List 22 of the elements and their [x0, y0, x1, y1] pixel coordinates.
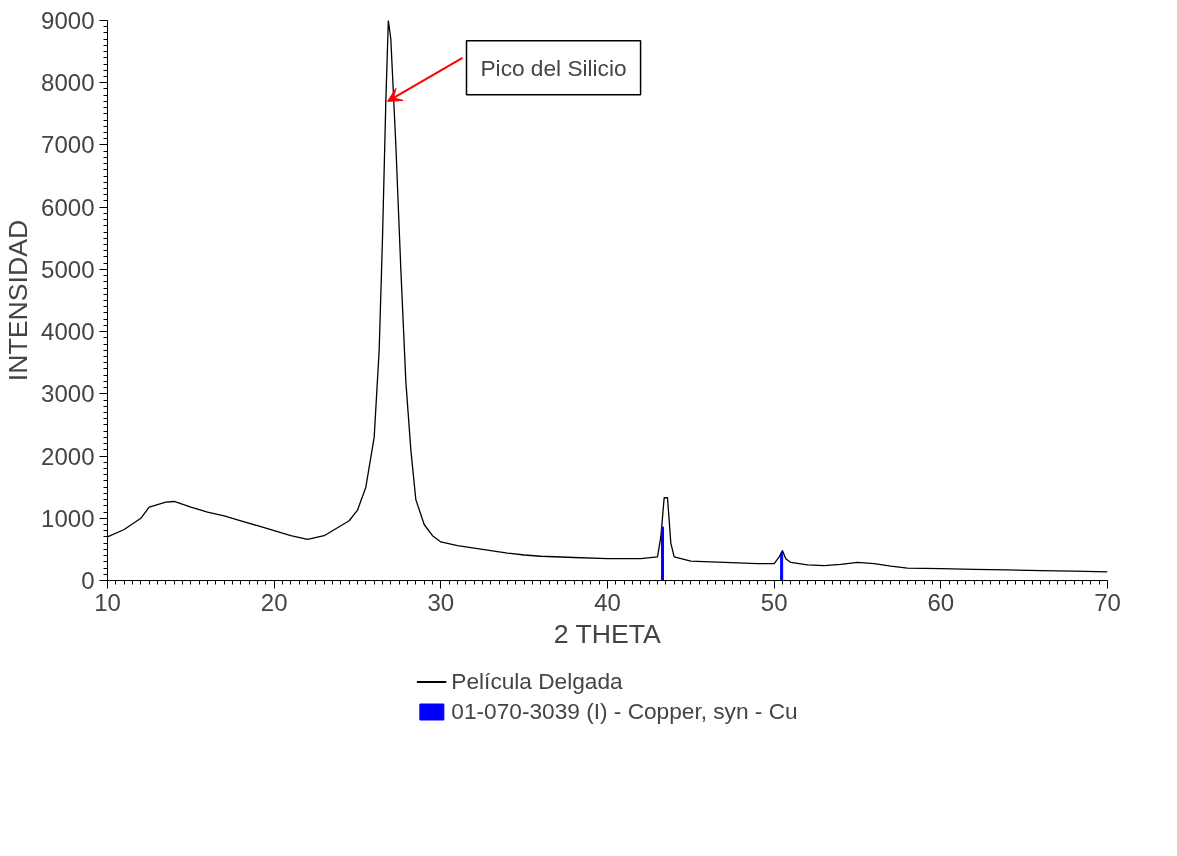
y-tick-label: 9000	[41, 7, 95, 34]
x-axis-title: 2 THETA	[553, 618, 662, 649]
y-tick-label: 4000	[41, 318, 95, 346]
x-tick-label: 10	[94, 588, 121, 616]
x-tick-label: 40	[594, 588, 621, 616]
legend-label: Película Delgada	[451, 667, 623, 695]
y-tick-label: 5000	[41, 255, 95, 283]
x-tick-label: 70	[1094, 588, 1121, 616]
annotation: Pico del Silicio	[480, 54, 627, 81]
x-tick-label: 60	[927, 588, 955, 616]
legend-label: 01-070-3039 (I) - Copper, syn - Cu	[451, 697, 798, 725]
y-tick-label: 2000	[41, 442, 95, 470]
y-axis-title: INTENSIDAD	[3, 219, 34, 382]
y-tick-label: 0	[81, 567, 95, 594]
y-tick-label: 7000	[41, 131, 95, 159]
y-tick-label: 6000	[41, 193, 95, 221]
x-tick-label: 20	[260, 588, 288, 616]
x-tick-label: 30	[427, 588, 455, 616]
y-tick-label: 8000	[41, 69, 95, 97]
x-tick-label: 50	[760, 588, 788, 616]
y-tick-label: 3000	[41, 380, 95, 408]
y-tick-label: 1000	[41, 504, 95, 532]
